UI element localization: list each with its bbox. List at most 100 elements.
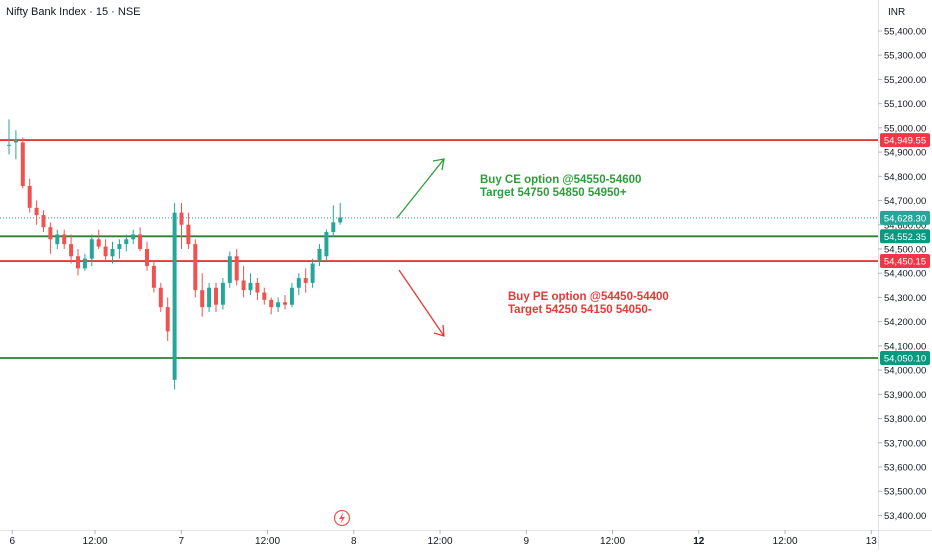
candle-body (227, 256, 232, 283)
candle[interactable] (151, 261, 156, 293)
candle[interactable] (255, 278, 260, 300)
candle-body (27, 186, 32, 208)
candle[interactable] (82, 253, 87, 271)
candle-body (262, 292, 267, 300)
candle-body (193, 244, 198, 291)
y-tick-label: 54,000.00 (884, 366, 926, 377)
candle[interactable] (303, 268, 308, 293)
symbol-title[interactable]: Nifty Bank Index · 15 · NSE (6, 6, 141, 18)
price-axis[interactable] (878, 0, 932, 550)
y-tick-label: 55,000.00 (884, 123, 926, 134)
candle[interactable] (158, 282, 163, 312)
candle[interactable] (69, 234, 74, 264)
candle-body (158, 287, 163, 308)
candle-body (76, 256, 80, 269)
candle-body (145, 248, 149, 266)
candle-body (117, 244, 122, 249)
candle[interactable] (296, 273, 301, 296)
candle[interactable] (207, 282, 212, 312)
candle[interactable] (317, 244, 322, 266)
candle[interactable] (117, 239, 122, 259)
candle[interactable] (172, 202, 177, 390)
candle[interactable] (7, 119, 11, 155)
candle-body (283, 302, 287, 305)
last-price-label: 54,628.30 (884, 213, 926, 224)
level-price-label: 54,552.35 (884, 232, 926, 243)
candle[interactable] (214, 282, 218, 312)
candle[interactable] (34, 200, 39, 225)
candle-body (69, 244, 74, 257)
candle-body (338, 217, 343, 223)
lightning-bolt-icon[interactable] (333, 509, 351, 527)
y-tick-label: 55,300.00 (884, 51, 926, 62)
candle-body (82, 258, 87, 269)
candle-body (220, 282, 225, 305)
candle[interactable] (193, 239, 198, 298)
candle[interactable] (227, 251, 232, 288)
x-tick-label: 7 (179, 536, 185, 547)
x-tick-label: 9 (524, 536, 530, 547)
candle[interactable] (55, 229, 60, 249)
candle[interactable] (62, 229, 67, 249)
candle[interactable] (241, 265, 246, 298)
candle[interactable] (41, 210, 46, 233)
candle[interactable] (220, 278, 225, 310)
x-tick-label: 12:00 (428, 536, 453, 547)
x-tick-label: 6 (9, 536, 15, 547)
candle[interactable] (89, 234, 94, 266)
candle-body (248, 282, 253, 291)
candle[interactable] (138, 227, 143, 252)
candle[interactable] (310, 258, 315, 288)
candle[interactable] (179, 202, 184, 249)
candle[interactable] (289, 282, 294, 308)
candle[interactable] (276, 297, 281, 312)
candle-body (214, 287, 218, 305)
y-tick-label: 54,300.00 (884, 293, 926, 304)
candle[interactable] (234, 248, 239, 286)
candle[interactable] (20, 137, 25, 189)
candle[interactable] (124, 234, 129, 252)
candle[interactable] (48, 222, 53, 254)
candle[interactable] (324, 229, 329, 262)
x-tick-label: 12 (693, 536, 705, 547)
candle-body (55, 234, 60, 245)
candle-body (331, 222, 336, 233)
candle[interactable] (262, 287, 267, 305)
candle-body (172, 212, 177, 380)
candle[interactable] (165, 297, 170, 342)
level-price-tag (880, 254, 930, 269)
y-tick-label: 54,400.00 (884, 269, 926, 280)
level-price-tag (880, 350, 930, 365)
ce-arrow-head (432, 158, 445, 171)
y-tick-label: 54,200.00 (884, 317, 926, 328)
candle[interactable] (331, 205, 336, 237)
candle-body (276, 302, 281, 308)
candle[interactable] (131, 229, 136, 245)
pe-arrow (398, 269, 445, 337)
candle[interactable] (27, 178, 32, 213)
candle[interactable] (145, 241, 149, 271)
y-tick-label: 55,400.00 (884, 26, 926, 37)
level-price-label: 54,050.10 (884, 353, 926, 364)
candle[interactable] (338, 202, 343, 225)
level-price-tag (880, 229, 930, 244)
y-tick-label: 54,800.00 (884, 172, 926, 183)
candle[interactable] (248, 273, 253, 296)
candle-body (255, 282, 260, 293)
candle-body (96, 239, 101, 247)
candle[interactable] (76, 248, 80, 276)
pe-arrow-head (433, 324, 445, 337)
candle-body (165, 307, 170, 332)
candle[interactable] (110, 241, 115, 264)
candle[interactable] (186, 212, 191, 249)
candle[interactable] (13, 130, 18, 160)
x-tick-label: 12:00 (600, 536, 625, 547)
candle[interactable] (103, 239, 108, 262)
candle-body (186, 224, 191, 245)
candle[interactable] (96, 229, 101, 249)
candle[interactable] (283, 295, 287, 310)
candle-body (13, 139, 18, 143)
candle[interactable] (269, 297, 274, 315)
candle[interactable] (200, 273, 205, 317)
